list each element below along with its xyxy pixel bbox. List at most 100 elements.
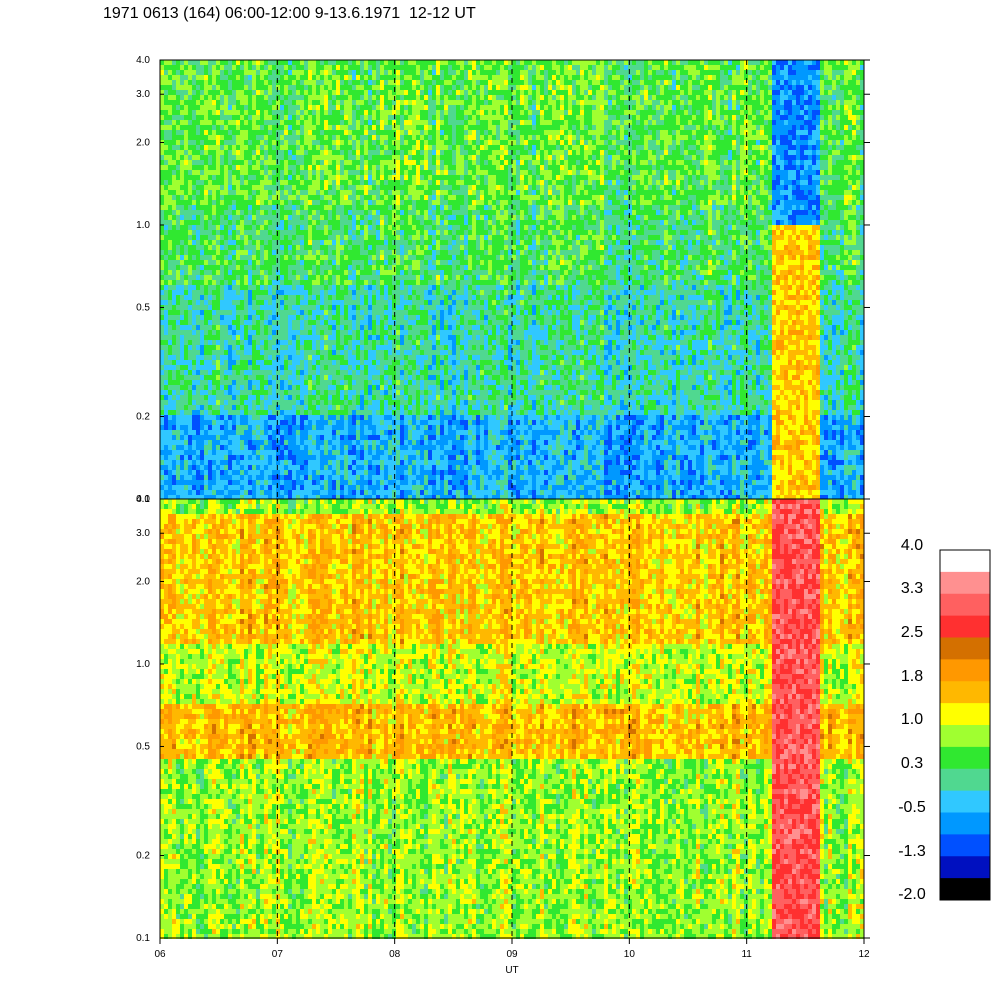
heatmap-cell — [212, 465, 216, 470]
heatmap-cell — [264, 260, 268, 265]
heatmap-cell — [240, 340, 244, 345]
heatmap-cell — [320, 305, 324, 310]
heatmap-cell — [196, 230, 200, 235]
heatmap-cell — [300, 200, 304, 205]
heatmap-cell — [224, 360, 228, 365]
heatmap-cell — [244, 365, 248, 370]
heatmap-cell — [184, 220, 188, 225]
heatmap-cell — [188, 270, 192, 275]
heatmap-cell — [236, 120, 240, 125]
heatmap-cell — [260, 230, 264, 235]
heatmap-cell — [192, 380, 196, 385]
heatmap-cell — [316, 480, 320, 485]
heatmap-cell — [164, 445, 168, 450]
heatmap-cell — [168, 425, 172, 430]
heatmap-cell — [356, 290, 360, 295]
heatmap-cell — [312, 390, 316, 395]
heatmap-cell — [308, 175, 312, 180]
heatmap-cell — [276, 460, 280, 465]
heatmap-cell — [240, 100, 244, 105]
heatmap-cell — [316, 110, 320, 115]
heatmap-cell — [260, 450, 264, 455]
heatmap-cell — [336, 220, 340, 225]
heatmap-cell — [200, 115, 204, 120]
heatmap-cell — [364, 200, 368, 205]
heatmap-cell — [324, 255, 328, 260]
heatmap-cell — [352, 275, 356, 280]
heatmap-cell — [340, 130, 344, 135]
heatmap-cell — [200, 470, 204, 475]
heatmap-cell — [356, 120, 360, 125]
heatmap-cell — [212, 470, 216, 475]
heatmap-cell — [208, 280, 212, 285]
heatmap-cell — [268, 410, 272, 415]
heatmap-cell — [224, 130, 228, 135]
heatmap-cell — [224, 220, 228, 225]
heatmap-cell — [304, 325, 308, 330]
heatmap-cell — [324, 265, 328, 270]
heatmap-cell — [384, 345, 388, 350]
heatmap-cell — [336, 360, 340, 365]
heatmap-cell — [352, 255, 356, 260]
heatmap-cell — [232, 215, 236, 220]
heatmap-cell — [264, 375, 268, 380]
heatmap-cell — [208, 405, 212, 410]
heatmap-cell — [276, 140, 280, 145]
heatmap-cell — [292, 75, 296, 80]
heatmap-cell — [320, 275, 324, 280]
heatmap-cell — [380, 235, 384, 240]
heatmap-cell — [356, 335, 360, 340]
heatmap-cell — [168, 195, 172, 200]
heatmap-cell — [316, 280, 320, 285]
heatmap-cell — [244, 240, 248, 245]
heatmap-cell — [320, 285, 324, 290]
heatmap-cell — [300, 90, 304, 95]
heatmap-cell — [212, 460, 216, 465]
heatmap-cell — [252, 125, 256, 130]
heatmap-cell — [192, 415, 196, 420]
heatmap-cell — [316, 420, 320, 425]
heatmap-cell — [260, 465, 264, 470]
heatmap-cell — [224, 205, 228, 210]
heatmap-cell — [332, 360, 336, 365]
heatmap-cell — [348, 320, 352, 325]
heatmap-cell — [352, 435, 356, 440]
heatmap-cell — [264, 155, 268, 160]
heatmap-cell — [364, 365, 368, 370]
heatmap-cell — [244, 390, 248, 395]
heatmap-cell — [240, 225, 244, 230]
heatmap-cell — [328, 310, 332, 315]
heatmap-cell — [360, 210, 364, 215]
heatmap-cell — [200, 60, 204, 65]
heatmap-cell — [212, 375, 216, 380]
heatmap-cell — [192, 300, 196, 305]
heatmap-cell — [296, 155, 300, 160]
heatmap-cell — [348, 170, 352, 175]
heatmap-cell — [328, 295, 332, 300]
heatmap-cell — [224, 455, 228, 460]
heatmap-cell — [172, 400, 176, 405]
heatmap-cell — [300, 405, 304, 410]
heatmap-cell — [224, 170, 228, 175]
heatmap-cell — [260, 265, 264, 270]
heatmap-cell — [348, 330, 352, 335]
heatmap-cell — [308, 245, 312, 250]
heatmap-cell — [228, 440, 232, 445]
heatmap-cell — [244, 370, 248, 375]
heatmap-cell — [384, 205, 388, 210]
heatmap-cell — [224, 90, 228, 95]
heatmap-cell — [288, 200, 292, 205]
heatmap-cell — [244, 490, 248, 495]
heatmap-cell — [376, 370, 380, 375]
heatmap-cell — [216, 140, 220, 145]
heatmap-cell — [272, 185, 276, 190]
heatmap-cell — [332, 325, 336, 330]
heatmap-cell — [260, 185, 264, 190]
heatmap-cell — [280, 180, 284, 185]
heatmap-cell — [340, 305, 344, 310]
heatmap-cell — [328, 385, 332, 390]
heatmap-cell — [248, 160, 252, 165]
heatmap-cell — [348, 235, 352, 240]
heatmap-cell — [360, 285, 364, 290]
heatmap-cell — [268, 395, 272, 400]
